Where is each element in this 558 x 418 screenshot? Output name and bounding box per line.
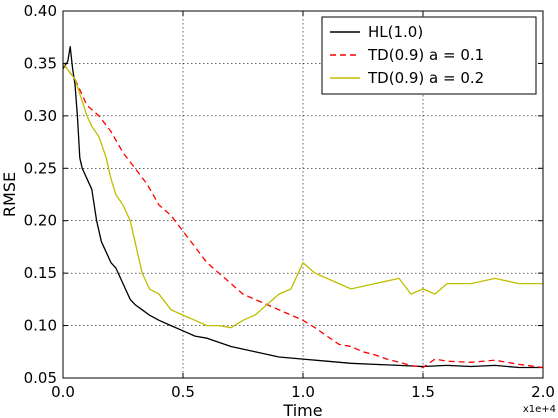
legend: HL(1.0) TD(0.9) a = 0.1 TD(0.9) a = 0.2 bbox=[321, 16, 537, 95]
x-tick-label: 1.0 bbox=[291, 383, 315, 401]
series-line-1 bbox=[62, 46, 543, 369]
series-lines bbox=[62, 46, 544, 369]
y-tick-label: 0.40 bbox=[24, 2, 57, 20]
y-axis-title: RMSE bbox=[0, 172, 19, 217]
y-tick-label: 0.05 bbox=[24, 369, 57, 387]
x-tick-label: 0.0 bbox=[51, 383, 75, 401]
y-tick-label: 0.35 bbox=[24, 54, 57, 72]
y-tick-label: 0.30 bbox=[24, 107, 57, 125]
y-tick-label: 0.20 bbox=[24, 212, 57, 230]
axis-tick-labels: 0.0 0.5 1.0 1.5 2.0 0.05 0.10 0.15 0.20 0.25 0.30 0… bbox=[24, 2, 555, 401]
legend-label: TD(0.9) a = 0.2 bbox=[367, 69, 484, 87]
series-line-3 bbox=[62, 63, 543, 329]
y-tick-label: 0.10 bbox=[24, 317, 57, 335]
x-axis-title: Time bbox=[282, 401, 322, 418]
legend-entries: HL(1.0) TD(0.9) a = 0.1 TD(0.9) a = 0.2 bbox=[330, 23, 484, 87]
legend-label: TD(0.9) a = 0.1 bbox=[367, 46, 484, 64]
x-tick-label: 1.5 bbox=[411, 383, 435, 401]
x-axis-offset-label: x1e+4 bbox=[523, 404, 556, 415]
axis-ticks bbox=[62, 10, 544, 379]
legend-label: HL(1.0) bbox=[368, 23, 423, 41]
legend-box bbox=[321, 16, 537, 95]
series-line-2 bbox=[62, 63, 544, 369]
x-tick-label: 0.5 bbox=[171, 383, 195, 401]
y-tick-label: 0.25 bbox=[24, 159, 57, 177]
y-tick-label: 0.15 bbox=[24, 264, 57, 282]
x-tick-label: 2.0 bbox=[531, 383, 555, 401]
